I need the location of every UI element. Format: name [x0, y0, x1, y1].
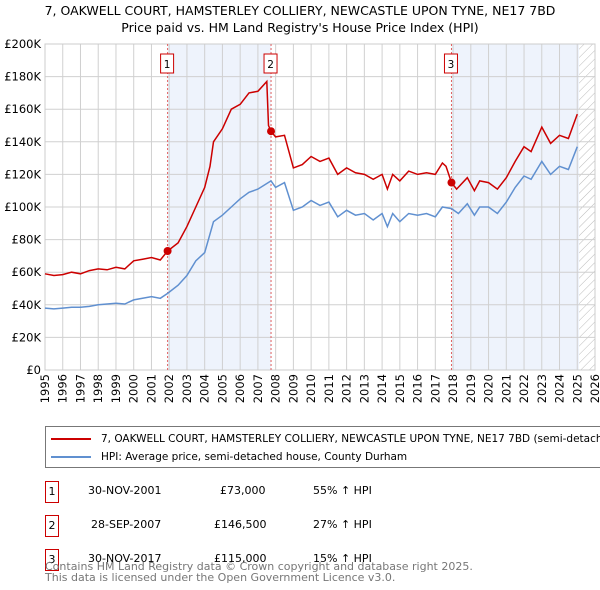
x-tick-label: 2012: [340, 374, 354, 403]
y-tick-label: £80K: [12, 233, 42, 247]
x-tick-label: 2004: [198, 374, 212, 403]
transaction-price: £73,000: [220, 484, 266, 497]
x-tick-label: 2011: [322, 374, 336, 403]
x-tick-label: 2021: [499, 374, 513, 403]
y-tick-label: £140K: [4, 135, 41, 149]
x-tick-label: 2014: [375, 374, 389, 403]
sale-point: [163, 247, 172, 256]
sale-point: [447, 178, 456, 187]
x-tick-label: 1998: [91, 374, 105, 403]
x-tick-label: 2003: [180, 374, 194, 403]
x-tick-label: 2005: [215, 374, 229, 403]
transaction-number: 1: [45, 481, 59, 503]
chart-subtitle: Price paid vs. HM Land Registry's House …: [121, 20, 479, 35]
x-tick-label: 1995: [38, 374, 52, 403]
property-price-line: [44, 79, 579, 277]
x-tick-label: 2017: [428, 374, 442, 403]
y-tick-label: £60K: [12, 265, 42, 279]
transaction-hpi: 27% ↑ HPI: [313, 518, 372, 531]
plot-border: [44, 43, 596, 371]
x-tick-label: 2025: [570, 374, 584, 403]
y-tick-label: £120K: [4, 167, 41, 181]
y-tick-label: £180K: [4, 70, 41, 84]
y-tick-label: £100K: [4, 200, 41, 214]
x-tick-label: 1996: [56, 374, 70, 403]
x-tick-label: 2007: [251, 374, 265, 403]
legend-item-property: 7, OAKWELL COURT, HAMSTERLEY COLLIERY, N…: [51, 432, 600, 446]
x-tick-label: 2013: [357, 374, 371, 403]
transaction-date: 28-SEP-2007: [91, 518, 162, 531]
legend: 7, OAKWELL COURT, HAMSTERLEY COLLIERY, N…: [45, 426, 600, 468]
legend-swatch-blue: [51, 456, 91, 458]
sale-marker-label: 3: [448, 59, 455, 71]
legend-label-hpi: HPI: Average price, semi-detached house,…: [101, 451, 408, 463]
y-tick-label: £200K: [4, 37, 41, 51]
footer: Contains HM Land Registry data © Crown c…: [45, 561, 473, 583]
transaction-date: 30-NOV-2001: [88, 484, 162, 497]
x-tick-label: 2015: [393, 374, 407, 403]
transaction-date: 30-NOV-2017: [88, 552, 162, 565]
hpi-line: [44, 146, 578, 310]
transaction-hpi: 15% ↑ HPI: [313, 552, 372, 565]
x-tick-label: 2009: [286, 374, 300, 403]
x-tick-label: 2010: [304, 374, 318, 403]
sale-marker-box: [263, 53, 278, 74]
x-tick-label: 1999: [109, 374, 123, 403]
legend-item-hpi: HPI: Average price, semi-detached house,…: [51, 450, 407, 464]
chart-title: 7, OAKWELL COURT, HAMSTERLEY COLLIERY, N…: [44, 3, 556, 18]
x-tick-label: 2016: [411, 374, 425, 403]
x-tick-label: 2002: [162, 374, 176, 403]
x-tick-label: 2001: [144, 374, 158, 403]
transaction-number: 2: [45, 515, 59, 537]
x-tick-label: 2024: [553, 374, 567, 403]
transaction-price: £146,500: [214, 518, 267, 531]
transaction-number: 3: [45, 549, 59, 571]
sale-marker-box: [160, 53, 175, 74]
x-tick-label: 2026: [588, 374, 600, 403]
x-tick-label: 2019: [464, 374, 478, 403]
x-tick-label: 1997: [73, 374, 87, 403]
y-tick-label: £160K: [4, 102, 41, 116]
transaction-hpi: 55% ↑ HPI: [313, 484, 372, 497]
x-tick-label: 2020: [482, 374, 496, 403]
y-tick-label: £20K: [12, 330, 42, 344]
x-tick-label: 2022: [517, 374, 531, 403]
legend-swatch-red: [51, 438, 91, 440]
footer-copyright: Contains HM Land Registry data © Crown c…: [45, 560, 473, 573]
price-chart: 1995 1996 1997 1998 1999 2000 2001 2002 2003 2004…: [4, 37, 600, 403]
x-tick-label: 2000: [127, 374, 141, 403]
y-tick-label: £0: [26, 363, 41, 377]
sale-marker-label: 1: [164, 59, 171, 71]
x-tick-label: 2006: [233, 374, 247, 403]
footer-licence: This data is licensed under the Open Gov…: [45, 571, 396, 584]
x-tick-label: 2008: [269, 374, 283, 403]
legend-label-property: 7, OAKWELL COURT, HAMSTERLEY COLLIERY, N…: [101, 433, 600, 445]
transaction-price: £115,000: [214, 552, 267, 565]
x-tick-label: 2023: [535, 374, 549, 403]
sale-marker-label: 2: [267, 59, 274, 71]
sale-marker-box: [443, 53, 458, 74]
sale-point: [267, 127, 276, 136]
y-tick-label: £40K: [12, 298, 42, 312]
x-tick-label: 2018: [446, 374, 460, 403]
